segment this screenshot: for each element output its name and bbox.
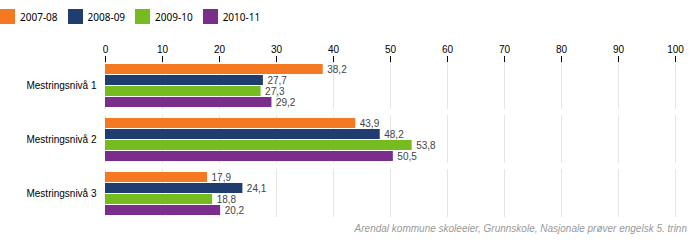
html-text:2007-08: 2007-08	[20, 9, 58, 24]
svg-text:Mestringsnivå 2: Mestringsnivå 2	[26, 134, 96, 145]
svg-text:53,8: 53,8	[416, 140, 436, 151]
svg-text:20,2: 20,2	[225, 205, 245, 216]
svg-text:50,5: 50,5	[397, 151, 417, 162]
html-text:2008-09: 2008-09	[87, 9, 126, 24]
svg-text:10: 10	[157, 44, 169, 55]
svg-text:20: 20	[214, 44, 226, 55]
svg-text:27,3: 27,3	[265, 86, 285, 97]
svg-text:Mestringsnivå 3: Mestringsnivå 3	[26, 188, 96, 199]
svg-text:60: 60	[442, 44, 454, 55]
svg-text:27,7: 27,7	[267, 75, 287, 86]
html-text:Arendal kommune skoleeier, Gru: Arendal kommune skoleeier, Grunnskole, N…	[354, 223, 687, 234]
html-text:2009-10: 2009-10	[155, 9, 193, 24]
html-text:2010-11: 2010-11	[222, 9, 261, 24]
svg-text:48,2: 48,2	[384, 129, 404, 140]
svg-text:Mestringsnivå 1: Mestringsnivå 1	[26, 80, 96, 91]
svg-text:0: 0	[103, 44, 109, 55]
svg-text:90: 90	[613, 44, 625, 55]
svg-text:17,9: 17,9	[212, 172, 232, 183]
svg-text:80: 80	[556, 44, 568, 55]
svg-text:30: 30	[271, 44, 283, 55]
svg-text:70: 70	[499, 44, 511, 55]
svg-text:50: 50	[385, 44, 397, 55]
svg-text:43,9: 43,9	[360, 118, 380, 129]
svg-text:38,2: 38,2	[327, 64, 347, 75]
svg-text:18,8: 18,8	[217, 194, 237, 205]
svg-text:29,2: 29,2	[276, 97, 296, 108]
svg-text:40: 40	[328, 44, 340, 55]
svg-text:24,1: 24,1	[247, 183, 267, 194]
svg-text:100: 100	[667, 44, 684, 55]
